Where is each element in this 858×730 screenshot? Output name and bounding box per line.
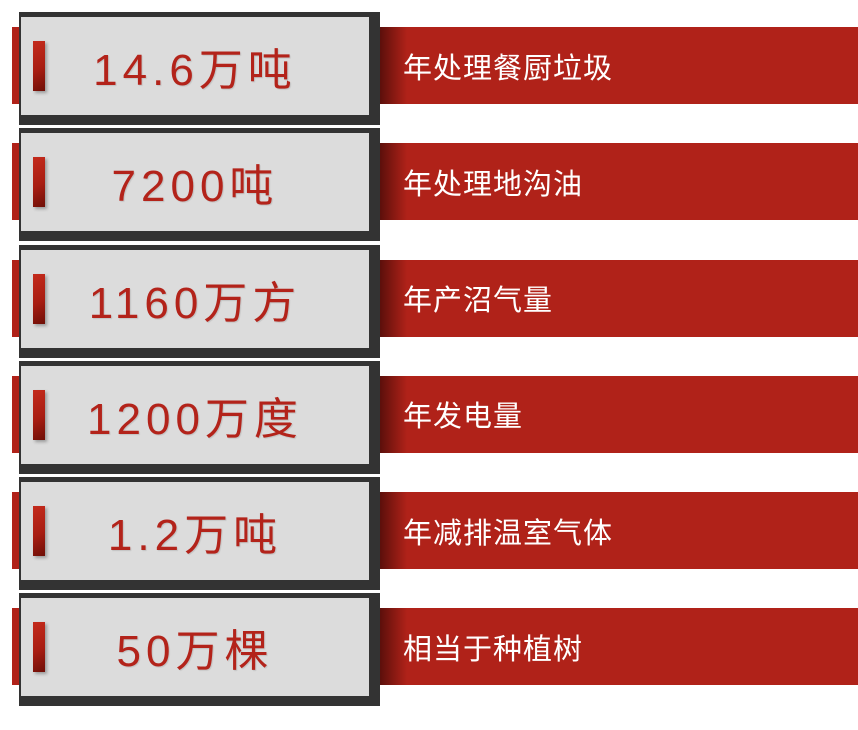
bullet-bar-icon — [33, 157, 45, 208]
stat-row: 7200吨 年处理地沟油 — [0, 128, 858, 242]
bullet-bar-icon — [33, 622, 45, 673]
value-plate: 50万棵 — [21, 598, 369, 697]
stat-label: 年减排温室气体 — [403, 517, 614, 550]
stat-label: 相当于种植树 — [403, 633, 584, 666]
stat-value: 7200吨 — [111, 162, 279, 212]
bullet-bar-icon — [33, 273, 45, 324]
stat-value: 1160万方 — [88, 278, 302, 328]
stat-label: 年发电量 — [403, 401, 524, 434]
value-plate: 1160万方 — [21, 249, 369, 348]
stat-row: 14.6万吨 年处理餐厨垃圾 — [0, 12, 858, 125]
value-plate: 1.2万吨 — [21, 482, 369, 581]
bullet-bar-icon — [33, 389, 45, 440]
stat-row: 1.2万吨 年减排温室气体 — [0, 477, 858, 591]
value-plate: 1200万度 — [21, 365, 369, 464]
stat-value: 1.2万吨 — [107, 511, 283, 561]
stat-label: 年处理地沟油 — [403, 168, 584, 201]
stat-label: 年处理餐厨垃圾 — [403, 52, 614, 85]
stat-value: 50万棵 — [116, 627, 274, 677]
value-plate: 7200吨 — [21, 133, 369, 232]
stat-label: 年产沼气量 — [403, 285, 554, 318]
stat-value: 1200万度 — [87, 394, 303, 444]
bullet-bar-icon — [33, 506, 45, 557]
stat-value: 14.6万吨 — [93, 46, 297, 95]
bullet-bar-icon — [33, 41, 45, 91]
stat-row: 50万棵 相当于种植树 — [0, 593, 858, 707]
value-plate: 14.6万吨 — [21, 17, 369, 115]
stat-row: 1200万度 年发电量 — [0, 360, 858, 474]
stat-row: 1160万方 年产沼气量 — [0, 244, 858, 358]
